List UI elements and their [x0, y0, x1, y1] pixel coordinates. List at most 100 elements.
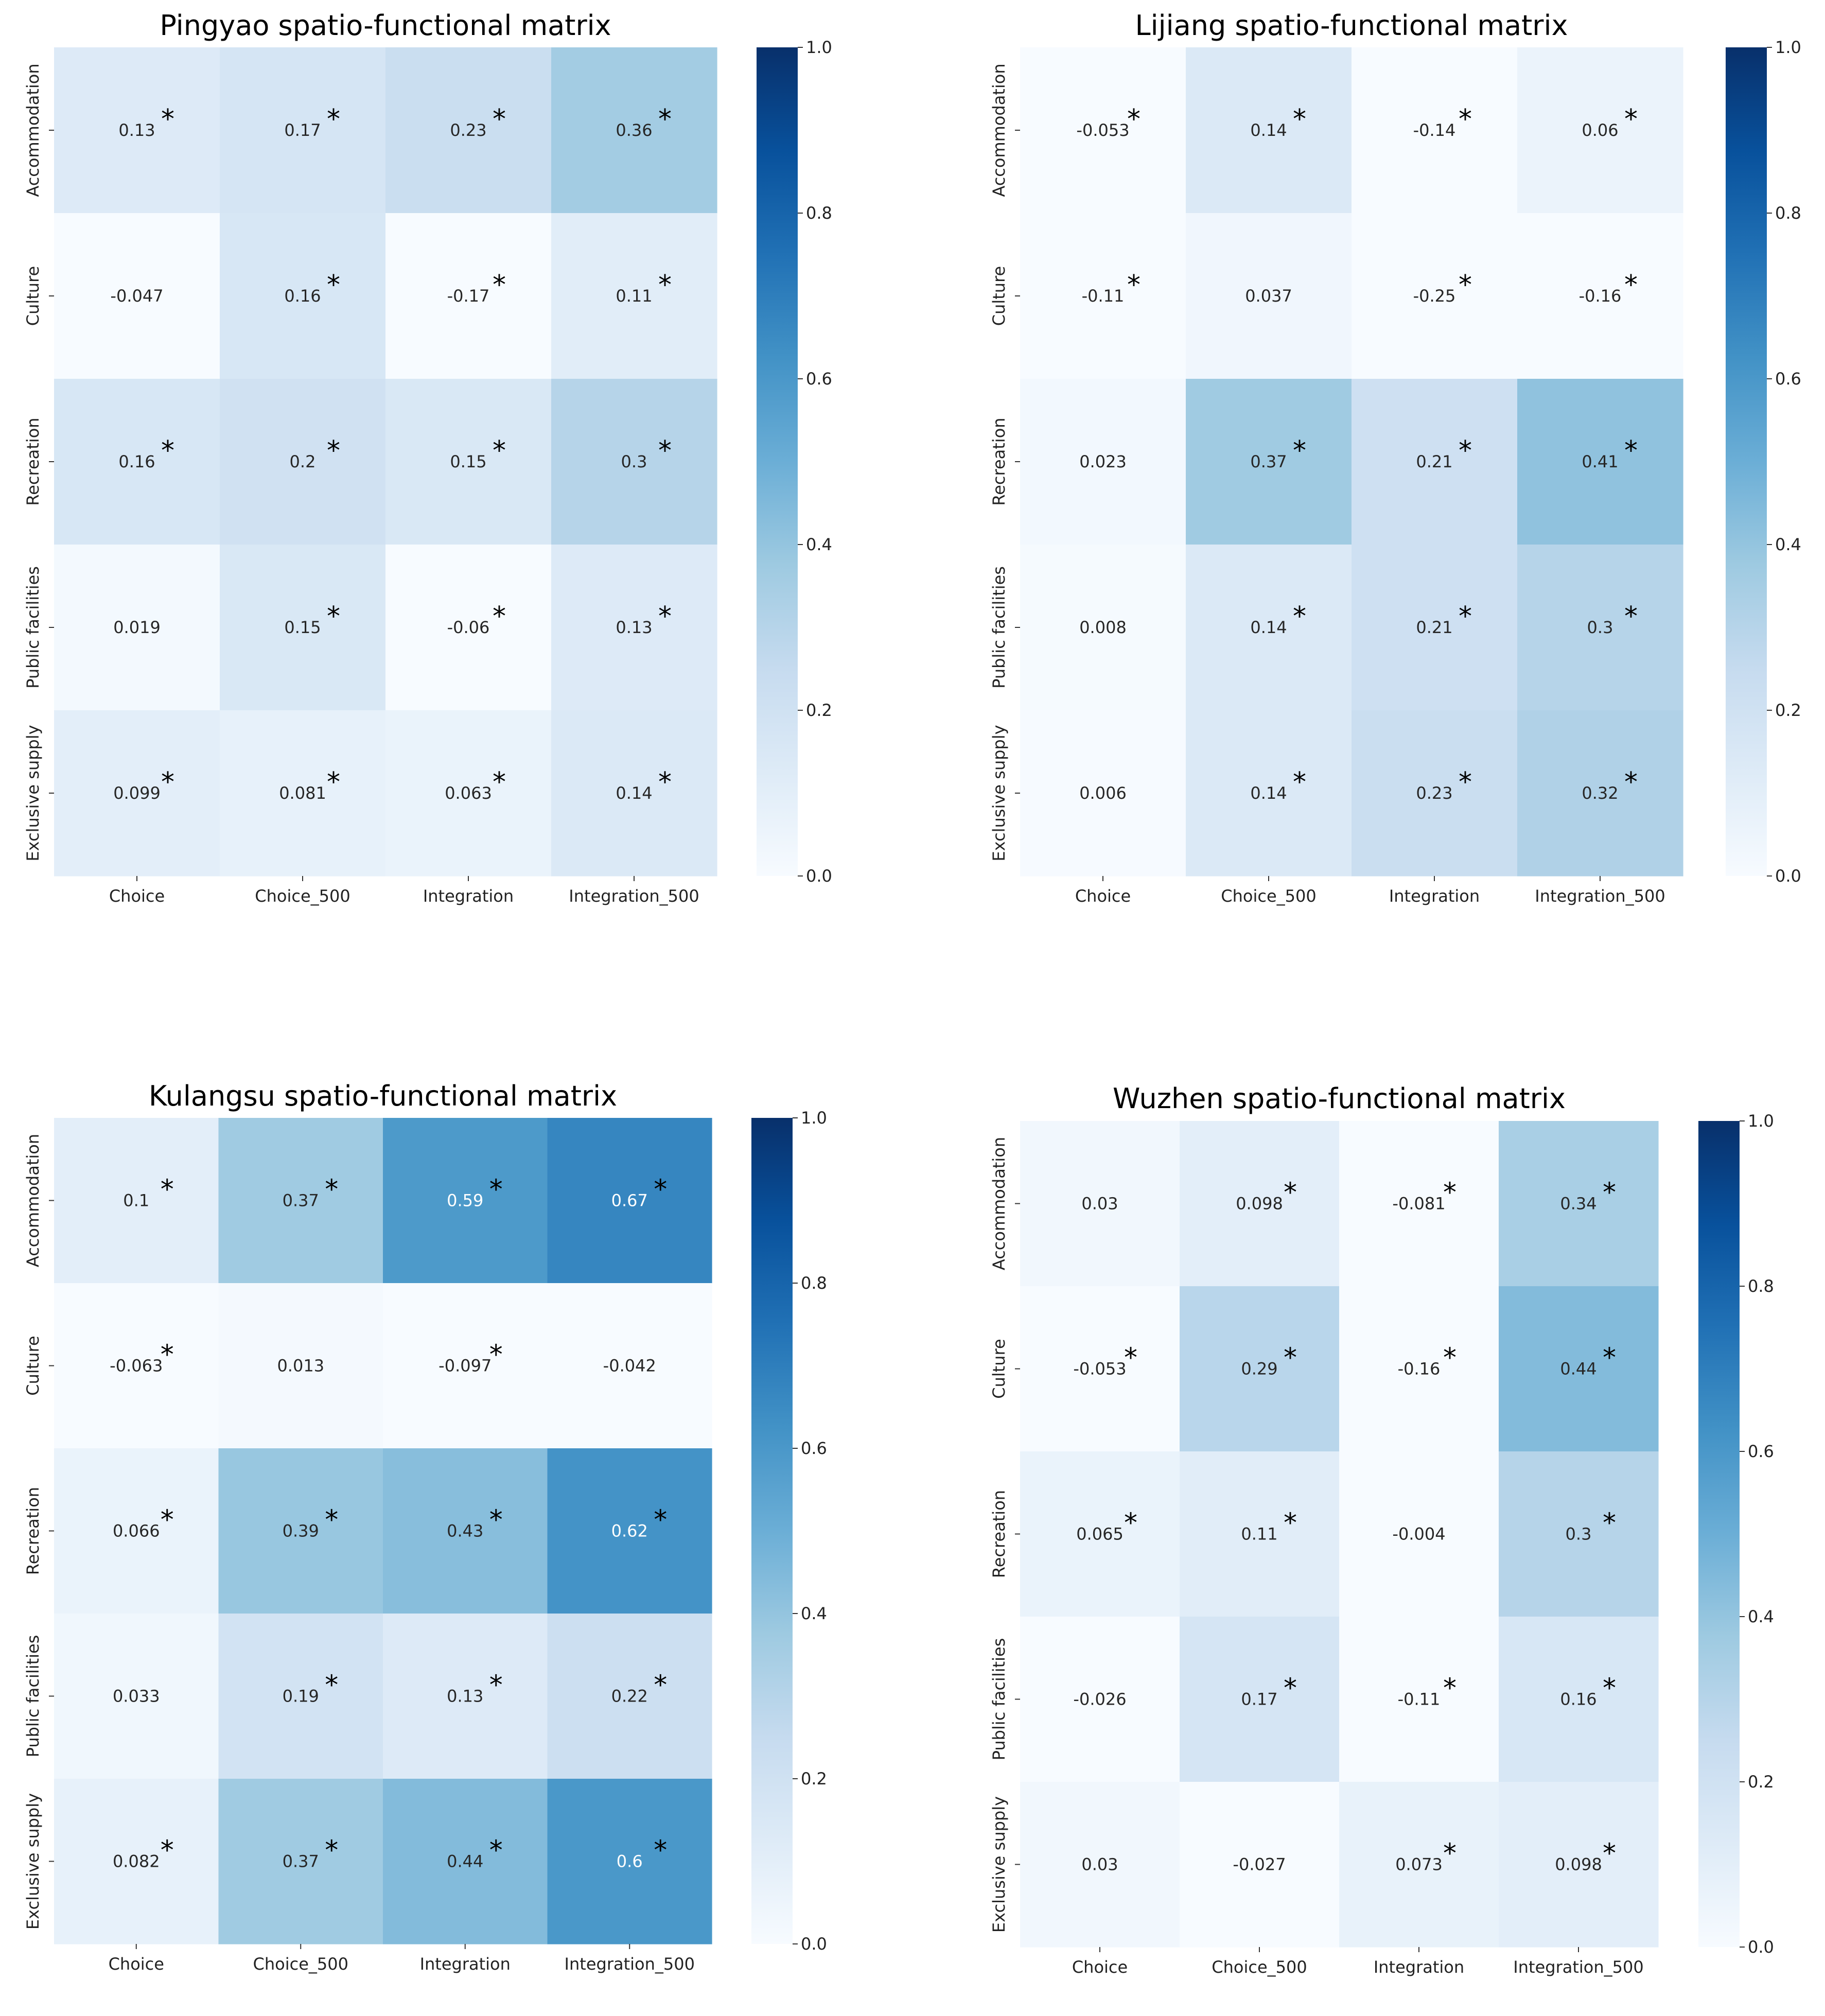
heatmap-cell	[1020, 1451, 1180, 1617]
cell-value-label: -0.053	[1076, 120, 1129, 140]
significance-marker: *	[161, 104, 174, 135]
heatmap-panel-2: Lijiang spatio-functional matrix-0.053* 0…	[989, 9, 1801, 906]
significance-marker: *	[1603, 1838, 1616, 1869]
significance-marker: *	[1603, 1343, 1616, 1374]
heatmap-cell	[220, 545, 386, 711]
heatmap-cell	[385, 379, 552, 545]
heatmap-cell	[385, 545, 552, 711]
cell-value-label: 0.44	[1560, 1359, 1596, 1379]
heatmap-cell	[547, 1614, 712, 1779]
colorbar-tick-label: 0.6	[801, 1439, 827, 1458]
significance-marker: *	[1443, 1673, 1457, 1704]
cell-value-label: 0.03	[1081, 1855, 1118, 1874]
cell-value-label: -0.16	[1398, 1359, 1441, 1379]
x-tick-label: Integration	[423, 886, 514, 906]
heatmap-cell	[385, 47, 552, 214]
heatmap-cell	[1339, 1451, 1499, 1617]
heatmap-cell	[1180, 1121, 1340, 1287]
heatmap-cell	[1339, 1121, 1499, 1287]
heatmap-cell	[220, 710, 386, 876]
cell-value-label: -0.081	[1392, 1194, 1445, 1214]
cell-value-label: -0.047	[110, 286, 163, 306]
heatmap-cell	[383, 1614, 548, 1779]
y-tick-label: Accommodation	[989, 1137, 1009, 1270]
colorbar-tick-label: 1.0	[1748, 1111, 1774, 1131]
heatmap-cell	[1517, 213, 1683, 379]
cell-value-label: 0.063	[445, 783, 492, 803]
significance-marker: *	[493, 767, 506, 798]
x-tick-label: Integration	[1374, 1957, 1464, 1977]
colorbar-tick-label: 0.8	[1775, 203, 1801, 223]
cell-value-label: -0.063	[110, 1356, 163, 1376]
cell-value-label: -0.004	[1392, 1524, 1445, 1544]
colorbar-tick-label: 1.0	[801, 1108, 827, 1128]
heatmap-cell	[1352, 47, 1518, 214]
heatmap-cell	[1180, 1782, 1340, 1948]
cell-value-label: 0.34	[1560, 1194, 1596, 1214]
cell-value-label: -0.11	[1082, 286, 1125, 306]
y-tick-label: Public facilities	[989, 1638, 1009, 1761]
heatmap-cell	[1499, 1286, 1659, 1452]
heatmap-cell	[1020, 213, 1186, 379]
heatmap-cell	[1020, 1782, 1180, 1948]
significance-marker: *	[161, 767, 174, 798]
significance-marker: *	[1459, 767, 1472, 798]
cell-value-label: 0.14	[1250, 783, 1287, 803]
cell-value-label: 0.23	[450, 120, 486, 140]
colorbar-tick-label: 0.2	[1748, 1772, 1774, 1792]
y-tick-label: Accommodation	[989, 63, 1009, 197]
heatmap-cell	[220, 379, 386, 545]
x-tick-label: Choice_500	[1212, 1957, 1307, 1977]
significance-marker: *	[1284, 1178, 1297, 1208]
chart-title: Wuzhen spatio-functional matrix	[1113, 1082, 1566, 1115]
significance-marker: *	[327, 767, 340, 798]
significance-marker: *	[493, 601, 506, 632]
y-tick-label: Exclusive supply	[989, 725, 1009, 861]
cell-value-label: 0.099	[113, 783, 161, 803]
significance-marker: *	[1624, 601, 1638, 632]
significance-marker: *	[325, 1174, 338, 1205]
significance-marker: *	[1284, 1508, 1297, 1539]
significance-marker: *	[493, 104, 506, 135]
cell-value-label: 0.39	[283, 1521, 319, 1541]
x-tick-label: Integration_500	[1513, 1957, 1643, 1977]
cell-value-label: 0.23	[1416, 783, 1452, 803]
significance-marker: *	[1624, 104, 1638, 135]
cell-value-label: 0.1	[123, 1191, 149, 1211]
heatmap-cell	[218, 1448, 383, 1614]
y-tick-label: Accommodation	[23, 1134, 43, 1267]
cell-value-label: 0.21	[1416, 452, 1452, 471]
colorbar	[1698, 1121, 1740, 1947]
heatmap-cell	[218, 1118, 383, 1284]
y-tick-label: Exclusive supply	[23, 1793, 43, 1930]
heatmap-cell	[54, 213, 220, 379]
heatmap-cell	[1339, 1782, 1499, 1948]
significance-marker: *	[493, 435, 506, 466]
x-tick-label: Integration_500	[569, 886, 699, 906]
cell-value-label: -0.11	[1398, 1690, 1441, 1709]
cell-value-label: -0.25	[1413, 286, 1456, 306]
y-tick-label: Recreation	[989, 417, 1009, 505]
colorbar-tick-label: 0.6	[806, 369, 832, 389]
x-tick-label: Choice	[1072, 1957, 1128, 1977]
colorbar-tick-label: 0.8	[1748, 1276, 1774, 1296]
chart-title: Kulangsu spatio-functional matrix	[149, 1080, 617, 1112]
significance-marker: *	[654, 1835, 667, 1866]
significance-marker: *	[658, 601, 672, 632]
y-tick-label: Accommodation	[23, 63, 43, 197]
cell-value-label: 0.033	[113, 1687, 160, 1706]
cell-value-label: 0.22	[611, 1687, 648, 1706]
significance-marker: *	[1459, 435, 1472, 466]
colorbar-tick-label: 0.6	[1775, 369, 1801, 389]
heatmap-cell	[383, 1283, 548, 1449]
cell-value-label: 0.14	[1250, 120, 1287, 140]
heatmap-cell	[54, 545, 220, 711]
cell-value-label: 0.11	[616, 286, 652, 306]
cell-value-label: 0.098	[1555, 1855, 1602, 1874]
heatmap-cell	[220, 47, 386, 214]
significance-marker: *	[654, 1670, 667, 1701]
y-tick-label: Culture	[23, 1336, 43, 1395]
cell-value-label: 0.37	[283, 1191, 319, 1211]
x-tick-label: Choice_500	[253, 1954, 348, 1974]
significance-marker: *	[1624, 767, 1638, 798]
